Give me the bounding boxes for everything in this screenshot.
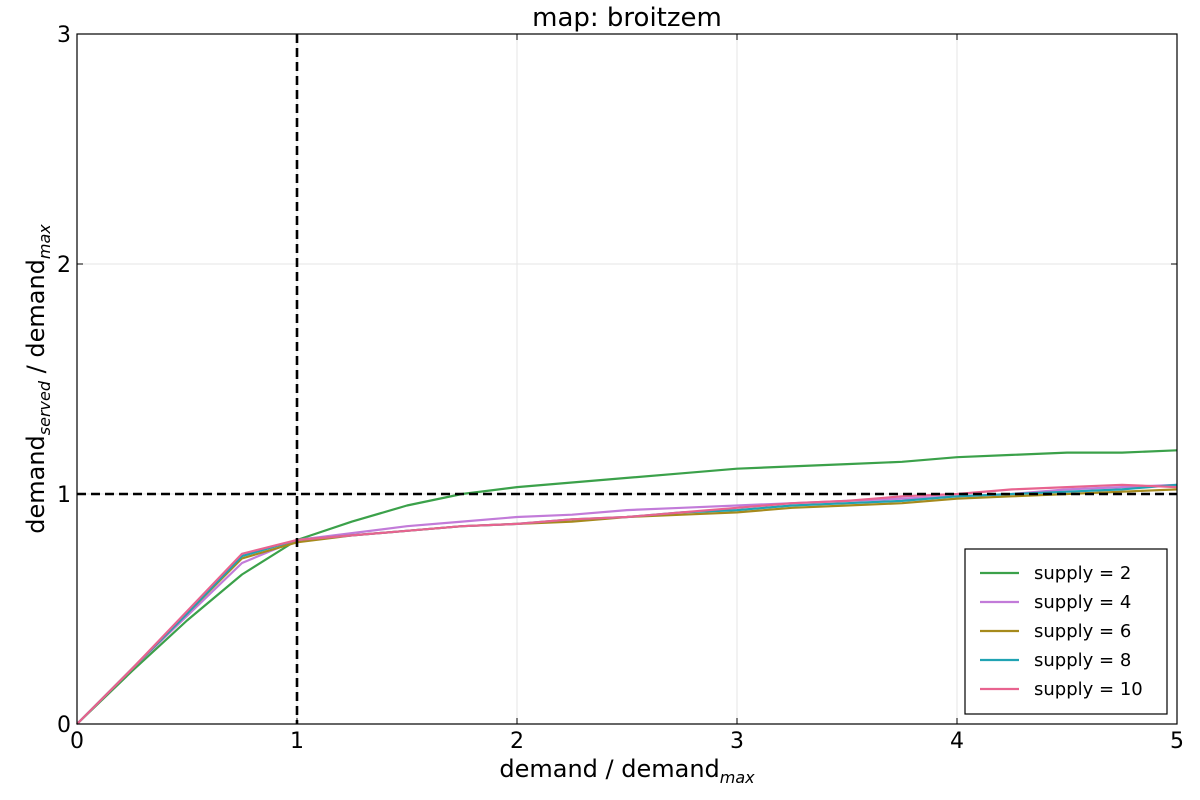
x-tick-label-5: 5 (1170, 729, 1184, 754)
x-axis-label-base: demand / demand (499, 755, 719, 783)
y-tick-label-3: 3 (57, 23, 71, 48)
x-tick-label-0: 0 (70, 729, 84, 754)
y-tick-label-1: 1 (57, 483, 71, 508)
reference-lines (77, 34, 1177, 724)
y-axis-label: demandserved / demandmax (22, 224, 54, 534)
y-axis-label-sub-served: served (35, 380, 54, 435)
x-axis-label-sub: max (720, 768, 755, 787)
y-axis-label-sub-max: max (35, 224, 54, 259)
legend-label-1: supply = 2 (1034, 563, 1131, 584)
series-line-5 (76, 483, 1178, 725)
x-tick-label-1: 1 (290, 729, 304, 754)
y-axis-label-base: demand (22, 435, 50, 534)
ticks: 0 1 2 3 4 5 0 1 2 3 (57, 23, 1184, 754)
series-line-1 (76, 449, 1178, 725)
x-tick-label-4: 4 (950, 729, 964, 754)
legend-label-5: supply = 10 (1034, 679, 1143, 700)
legend: supply = 2 supply = 4 supply = 6 supply = 8… (964, 548, 1168, 715)
legend-label-2: supply = 4 (1034, 592, 1131, 613)
plot-area-frame (76, 33, 1178, 725)
x-tick-label-2: 2 (510, 729, 524, 754)
y-tick-label-2: 2 (57, 253, 71, 278)
y-tick-label-0: 0 (57, 713, 71, 738)
y-axis-label-mid: / demand (22, 259, 50, 381)
chart-title: map: broitzem (532, 3, 722, 33)
legend-label-3: supply = 6 (1034, 621, 1131, 642)
x-axis-label: demand / demandmax (499, 755, 755, 787)
x-tick-label-3: 3 (730, 729, 744, 754)
legend-label-4: supply = 8 (1034, 650, 1131, 671)
